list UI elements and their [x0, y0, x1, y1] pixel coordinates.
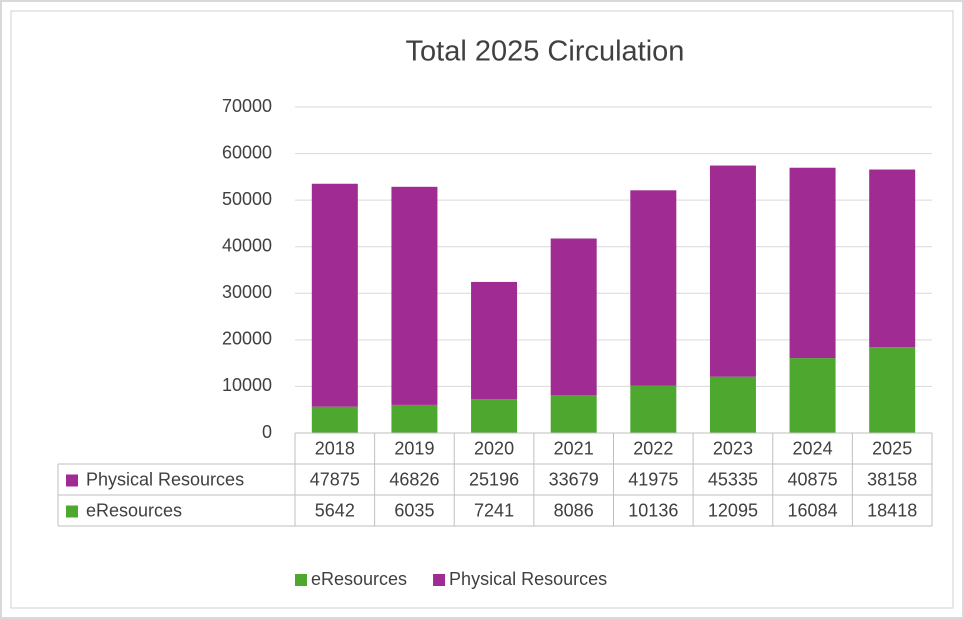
table-value: 16084 [788, 500, 838, 520]
legend-key [295, 574, 307, 586]
bar [391, 186, 438, 405]
y-tick-label: 10000 [222, 375, 272, 395]
table-value: 8086 [554, 500, 594, 520]
bar [471, 399, 518, 433]
bar [630, 190, 677, 386]
table-value: 10136 [628, 500, 678, 520]
x-tick-label: 2021 [554, 438, 594, 458]
table-row-label: eResources [86, 500, 182, 520]
table-value: 45335 [708, 469, 758, 489]
table-legend-key [66, 474, 78, 487]
table-value: 6035 [394, 500, 434, 520]
chart-title: Total 2025 Circulation [406, 36, 685, 68]
x-tick-label: 2024 [793, 438, 833, 458]
x-tick-label: 2018 [315, 438, 355, 458]
y-tick-label: 40000 [222, 235, 272, 255]
bar [789, 167, 836, 359]
bar [391, 404, 438, 433]
bar [869, 347, 916, 433]
table-value: 33679 [549, 469, 599, 489]
bar [709, 165, 756, 377]
table-value: 46826 [389, 469, 439, 489]
bar [471, 281, 518, 400]
y-tick-label: 20000 [222, 329, 272, 349]
bar [789, 358, 836, 433]
x-tick-label: 2019 [394, 438, 434, 458]
table-value: 7241 [474, 500, 514, 520]
legend-label: eResources [311, 569, 407, 589]
table-value: 38158 [867, 469, 917, 489]
bar [709, 376, 756, 433]
table-value: 40875 [788, 469, 838, 489]
x-tick-label: 2020 [474, 438, 514, 458]
table-row-label: Physical Resources [86, 469, 244, 489]
y-tick-label: 30000 [222, 282, 272, 302]
table-value: 5642 [315, 500, 355, 520]
bar [311, 183, 358, 407]
x-tick-label: 2025 [872, 438, 912, 458]
y-tick-label: 60000 [222, 142, 272, 162]
table-value: 47875 [310, 469, 360, 489]
bar [550, 395, 597, 433]
y-tick-label: 0 [262, 422, 272, 442]
bar [630, 385, 677, 433]
legend-key [433, 574, 446, 586]
bar [550, 238, 597, 396]
table-value: 41975 [628, 469, 678, 489]
table-value: 25196 [469, 469, 519, 489]
x-tick-label: 2023 [713, 438, 753, 458]
y-tick-label: 50000 [222, 189, 272, 209]
table-value: 18418 [867, 500, 917, 520]
bar [311, 406, 358, 433]
legend-label: Physical Resources [449, 569, 607, 589]
y-tick-label: 70000 [222, 96, 272, 116]
x-tick-label: 2022 [633, 438, 673, 458]
table-value: 12095 [708, 500, 758, 520]
table-legend-key [66, 505, 78, 518]
bar [869, 169, 916, 348]
